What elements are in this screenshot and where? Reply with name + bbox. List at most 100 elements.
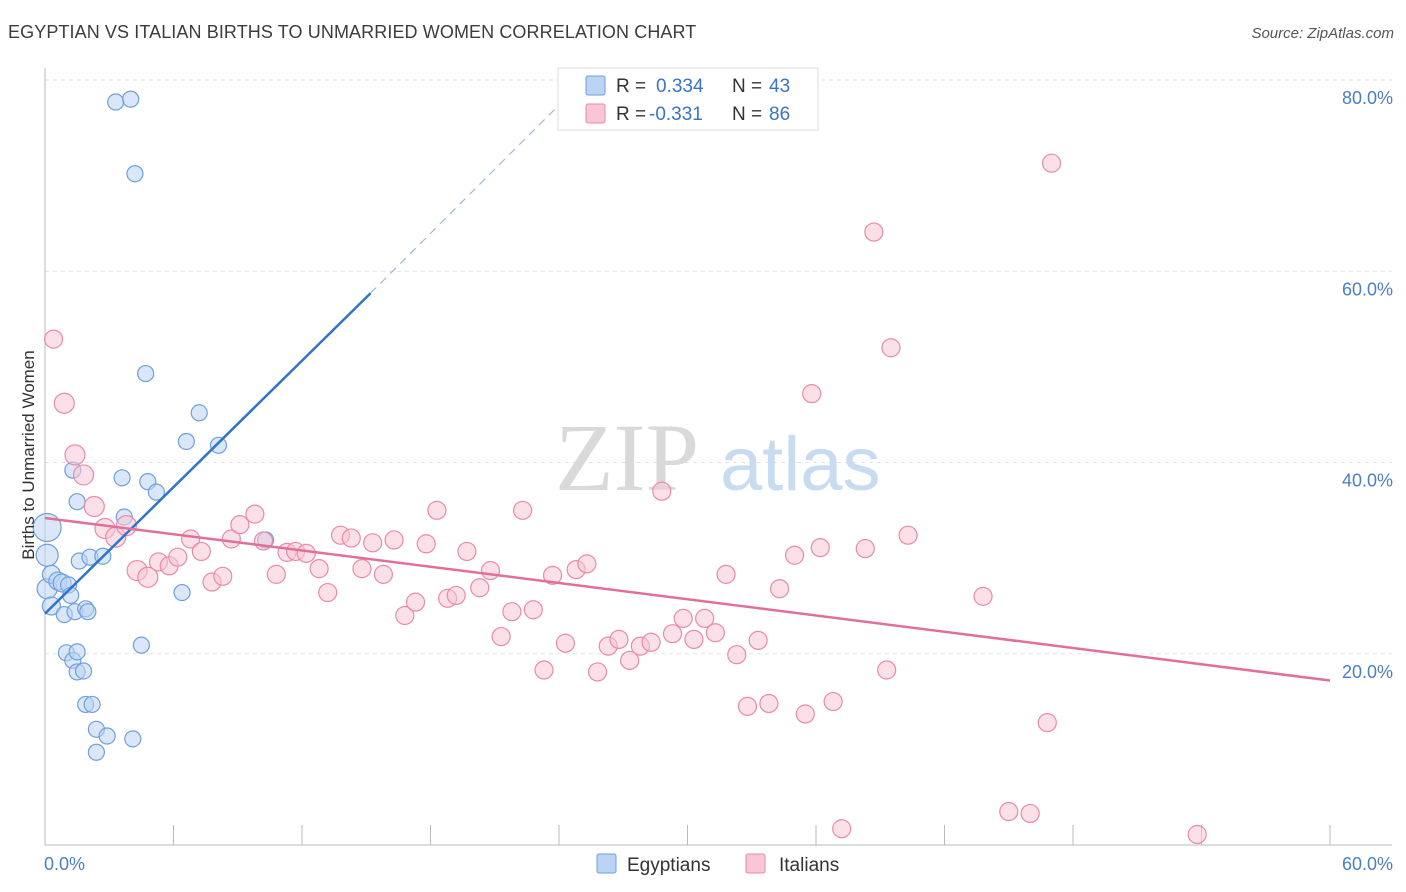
watermark-atlas: atlas (720, 422, 881, 507)
point-egyptians (74, 662, 93, 680)
point-italians (881, 338, 901, 358)
point-italians (641, 632, 661, 652)
point-egyptians (87, 743, 106, 761)
point-italians (673, 608, 693, 628)
point-italians (737, 696, 758, 716)
y-tick-labels: 20.0% 40.0% 60.0% 80.0% (1342, 88, 1393, 682)
trend-extension-egyptians (370, 93, 571, 294)
x-tick-label-min: 0.0% (44, 854, 85, 874)
point-italians (395, 605, 415, 626)
point-italians (534, 660, 554, 680)
point-egyptians (190, 404, 208, 422)
point-egyptians (122, 90, 140, 108)
x-tick-label-max: 60.0% (1342, 854, 1393, 874)
point-italians (855, 538, 875, 559)
point-egyptians (126, 165, 144, 183)
point-italians (759, 693, 779, 714)
point-italians (416, 534, 436, 554)
point-italians (1187, 824, 1207, 845)
point-italians (83, 495, 105, 518)
point-italians (705, 623, 725, 643)
scatter-points (32, 90, 1207, 845)
point-italians (43, 329, 64, 349)
point-italians (609, 629, 629, 650)
point-egyptians (132, 636, 150, 654)
legend-r-label-2: R = (616, 104, 646, 125)
series-legend: Egyptians Italians (596, 853, 839, 876)
point-italians (64, 444, 86, 466)
point-italians (864, 222, 884, 242)
point-egyptians (209, 436, 228, 454)
point-italians (470, 578, 490, 598)
point-italians (491, 626, 511, 647)
point-italians (230, 515, 250, 535)
legend-swatch-egyptians (585, 75, 606, 96)
y-tick-label: 60.0% (1342, 279, 1393, 299)
point-italians (877, 660, 897, 680)
trend-line-italians (44, 516, 1331, 682)
point-italians (502, 602, 522, 622)
point-italians (823, 691, 843, 712)
point-italians (748, 630, 768, 650)
legend-r-value-1: 0.334 (656, 76, 704, 97)
point-italians (784, 545, 805, 565)
legend-r-label-1: R = (616, 76, 646, 97)
point-egyptians (113, 469, 131, 487)
point-italians (296, 543, 316, 563)
point-italians (695, 608, 715, 628)
point-italians (555, 633, 576, 653)
point-egyptians (137, 364, 155, 383)
point-italians (341, 528, 361, 548)
y-axis-label: Births to Unmarried Women (19, 350, 38, 559)
point-egyptians (68, 643, 86, 661)
point-egyptians (147, 483, 165, 501)
point-italians (810, 538, 830, 558)
point-italians (352, 559, 372, 579)
legend-n-value-1: 43 (769, 76, 790, 97)
point-egyptians (32, 512, 62, 543)
point-italians (512, 500, 533, 520)
point-italians (1041, 153, 1062, 173)
point-italians (832, 819, 852, 839)
point-italians (373, 564, 393, 584)
point-italians (1037, 712, 1057, 733)
point-italians (973, 586, 993, 606)
point-italians (795, 704, 815, 724)
point-egyptians (124, 730, 142, 748)
point-italians (137, 566, 159, 588)
point-italians (523, 600, 543, 620)
bottom-legend-egyptians: Egyptians (627, 855, 710, 876)
point-italians (727, 645, 747, 665)
point-italians (213, 566, 233, 586)
trend-lines (44, 93, 1331, 682)
point-egyptians (35, 543, 59, 567)
point-italians (999, 801, 1019, 822)
point-egyptians (79, 603, 97, 621)
y-tick-label: 20.0% (1342, 662, 1393, 682)
point-italians (221, 529, 241, 549)
legend-swatch-italians (585, 103, 606, 124)
point-italians (309, 559, 329, 579)
legend-r-value-2: -0.331 (649, 104, 703, 125)
point-italians (245, 504, 265, 524)
point-italians (684, 629, 704, 650)
point-italians (53, 392, 75, 414)
trend-line-egyptians (44, 292, 372, 615)
gridlines (45, 79, 1392, 655)
y-tick-label: 40.0% (1342, 471, 1393, 491)
point-egyptians (83, 695, 101, 714)
point-italians (446, 585, 466, 606)
bottom-legend-swatch-egyptians (596, 853, 617, 874)
point-italians (716, 564, 736, 584)
point-italians (587, 662, 608, 682)
point-italians (1020, 803, 1040, 824)
point-italians (384, 530, 404, 550)
point-italians (363, 533, 383, 553)
point-italians (898, 525, 918, 545)
axes (44, 68, 1392, 846)
point-italians (318, 582, 338, 603)
point-italians (266, 564, 286, 584)
bottom-legend-swatch-italians (745, 853, 766, 874)
point-italians (769, 579, 790, 599)
